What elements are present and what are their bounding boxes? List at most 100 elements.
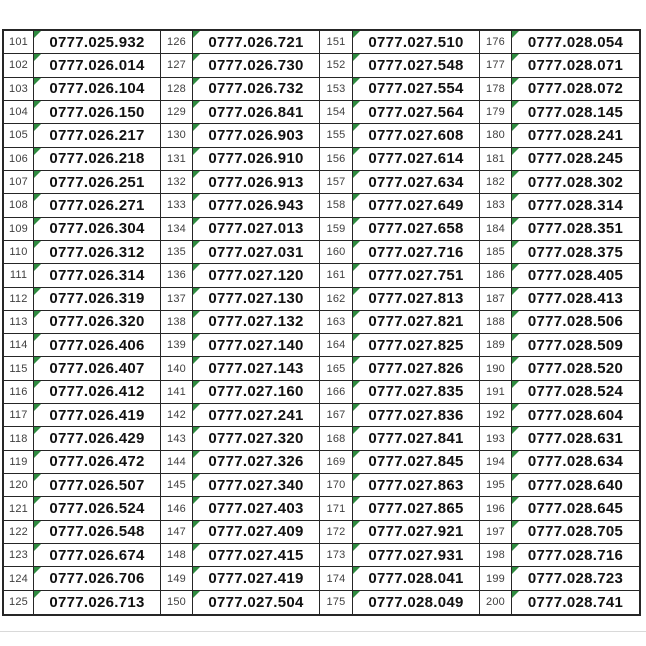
row-index-cell[interactable]: 160 <box>320 240 353 265</box>
phone-number-cell[interactable]: 0777.028.049 <box>353 590 480 614</box>
row-index-cell[interactable]: 103 <box>4 77 34 101</box>
phone-number-cell[interactable]: 0777.027.403 <box>193 497 320 521</box>
row-index-cell[interactable]: 164 <box>320 334 353 358</box>
phone-number-cell[interactable]: 0777.028.072 <box>512 77 639 101</box>
phone-number-cell[interactable]: 0777.027.931 <box>353 544 480 568</box>
phone-number-cell[interactable]: 0777.028.145 <box>512 100 639 125</box>
phone-number-cell[interactable]: 0777.027.751 <box>353 264 480 288</box>
row-index-cell[interactable]: 113 <box>4 310 34 335</box>
phone-number-cell[interactable]: 0777.026.732 <box>193 77 320 101</box>
row-index-cell[interactable]: 180 <box>480 124 512 148</box>
phone-number-cell[interactable]: 0777.028.705 <box>512 520 639 545</box>
row-index-cell[interactable]: 142 <box>161 404 193 428</box>
phone-number-cell[interactable]: 0777.026.913 <box>193 170 320 195</box>
row-index-cell[interactable]: 166 <box>320 380 353 405</box>
row-index-cell[interactable]: 189 <box>480 334 512 358</box>
phone-number-cell[interactable]: 0777.026.320 <box>34 310 161 335</box>
phone-number-cell[interactable]: 0777.026.251 <box>34 170 161 195</box>
row-index-cell[interactable]: 131 <box>161 147 193 171</box>
row-index-cell[interactable]: 144 <box>161 450 193 475</box>
row-index-cell[interactable]: 194 <box>480 450 512 475</box>
phone-number-cell[interactable]: 0777.026.150 <box>34 100 161 125</box>
phone-number-cell[interactable]: 0777.028.405 <box>512 264 639 288</box>
row-index-cell[interactable]: 117 <box>4 404 34 428</box>
row-index-cell[interactable]: 107 <box>4 170 34 195</box>
phone-number-cell[interactable]: 0777.028.054 <box>512 31 639 55</box>
phone-number-cell[interactable]: 0777.028.245 <box>512 147 639 171</box>
phone-number-cell[interactable]: 0777.028.716 <box>512 544 639 568</box>
row-index-cell[interactable]: 195 <box>480 474 512 498</box>
phone-number-cell[interactable]: 0777.028.604 <box>512 404 639 428</box>
row-index-cell[interactable]: 193 <box>480 427 512 451</box>
phone-number-cell[interactable]: 0777.028.631 <box>512 427 639 451</box>
phone-number-cell[interactable]: 0777.026.314 <box>34 264 161 288</box>
row-index-cell[interactable]: 167 <box>320 404 353 428</box>
row-index-cell[interactable]: 178 <box>480 77 512 101</box>
phone-number-cell[interactable]: 0777.026.419 <box>34 404 161 428</box>
row-index-cell[interactable]: 148 <box>161 544 193 568</box>
phone-number-cell[interactable]: 0777.027.340 <box>193 474 320 498</box>
row-index-cell[interactable]: 108 <box>4 194 34 218</box>
phone-number-cell[interactable]: 0777.026.910 <box>193 147 320 171</box>
phone-number-cell[interactable]: 0777.028.723 <box>512 567 639 591</box>
row-index-cell[interactable]: 177 <box>480 54 512 78</box>
phone-number-cell[interactable]: 0777.027.326 <box>193 450 320 475</box>
row-index-cell[interactable]: 153 <box>320 77 353 101</box>
row-index-cell[interactable]: 183 <box>480 194 512 218</box>
row-index-cell[interactable]: 188 <box>480 310 512 335</box>
phone-number-cell[interactable]: 0777.027.554 <box>353 77 480 101</box>
row-index-cell[interactable]: 135 <box>161 240 193 265</box>
phone-number-cell[interactable]: 0777.026.943 <box>193 194 320 218</box>
row-index-cell[interactable]: 154 <box>320 100 353 125</box>
phone-number-cell[interactable]: 0777.026.406 <box>34 334 161 358</box>
phone-number-cell[interactable]: 0777.028.302 <box>512 170 639 195</box>
row-index-cell[interactable]: 102 <box>4 54 34 78</box>
phone-number-cell[interactable]: 0777.028.520 <box>512 357 639 381</box>
row-index-cell[interactable]: 125 <box>4 590 34 614</box>
row-index-cell[interactable]: 172 <box>320 520 353 545</box>
row-index-cell[interactable]: 149 <box>161 567 193 591</box>
row-index-cell[interactable]: 159 <box>320 217 353 241</box>
row-index-cell[interactable]: 114 <box>4 334 34 358</box>
phone-number-cell[interactable]: 0777.028.634 <box>512 450 639 475</box>
phone-number-cell[interactable]: 0777.028.041 <box>353 567 480 591</box>
row-index-cell[interactable]: 184 <box>480 217 512 241</box>
row-index-cell[interactable]: 192 <box>480 404 512 428</box>
row-index-cell[interactable]: 196 <box>480 497 512 521</box>
row-index-cell[interactable]: 105 <box>4 124 34 148</box>
phone-number-cell[interactable]: 0777.027.130 <box>193 287 320 311</box>
row-index-cell[interactable]: 181 <box>480 147 512 171</box>
row-index-cell[interactable]: 197 <box>480 520 512 545</box>
row-index-cell[interactable]: 139 <box>161 334 193 358</box>
row-index-cell[interactable]: 132 <box>161 170 193 195</box>
phone-number-cell[interactable]: 0777.027.564 <box>353 100 480 125</box>
row-index-cell[interactable]: 163 <box>320 310 353 335</box>
row-index-cell[interactable]: 146 <box>161 497 193 521</box>
row-index-cell[interactable]: 174 <box>320 567 353 591</box>
row-index-cell[interactable]: 169 <box>320 450 353 475</box>
row-index-cell[interactable]: 109 <box>4 217 34 241</box>
phone-number-cell[interactable]: 0777.027.841 <box>353 427 480 451</box>
phone-number-cell[interactable]: 0777.027.510 <box>353 31 480 55</box>
row-index-cell[interactable]: 187 <box>480 287 512 311</box>
row-index-cell[interactable]: 133 <box>161 194 193 218</box>
row-index-cell[interactable]: 115 <box>4 357 34 381</box>
phone-number-cell[interactable]: 0777.026.507 <box>34 474 161 498</box>
phone-number-cell[interactable]: 0777.026.429 <box>34 427 161 451</box>
row-index-cell[interactable]: 104 <box>4 100 34 125</box>
row-index-cell[interactable]: 123 <box>4 544 34 568</box>
phone-number-cell[interactable]: 0777.026.713 <box>34 590 161 614</box>
row-index-cell[interactable]: 120 <box>4 474 34 498</box>
phone-number-cell[interactable]: 0777.028.241 <box>512 124 639 148</box>
row-index-cell[interactable]: 141 <box>161 380 193 405</box>
phone-number-cell[interactable]: 0777.027.835 <box>353 380 480 405</box>
phone-number-cell[interactable]: 0777.027.821 <box>353 310 480 335</box>
phone-number-cell[interactable]: 0777.027.845 <box>353 450 480 475</box>
phone-number-cell[interactable]: 0777.027.013 <box>193 217 320 241</box>
phone-number-cell[interactable]: 0777.026.548 <box>34 520 161 545</box>
row-index-cell[interactable]: 158 <box>320 194 353 218</box>
phone-number-cell[interactable]: 0777.026.014 <box>34 54 161 78</box>
row-index-cell[interactable]: 173 <box>320 544 353 568</box>
row-index-cell[interactable]: 198 <box>480 544 512 568</box>
row-index-cell[interactable]: 176 <box>480 31 512 55</box>
